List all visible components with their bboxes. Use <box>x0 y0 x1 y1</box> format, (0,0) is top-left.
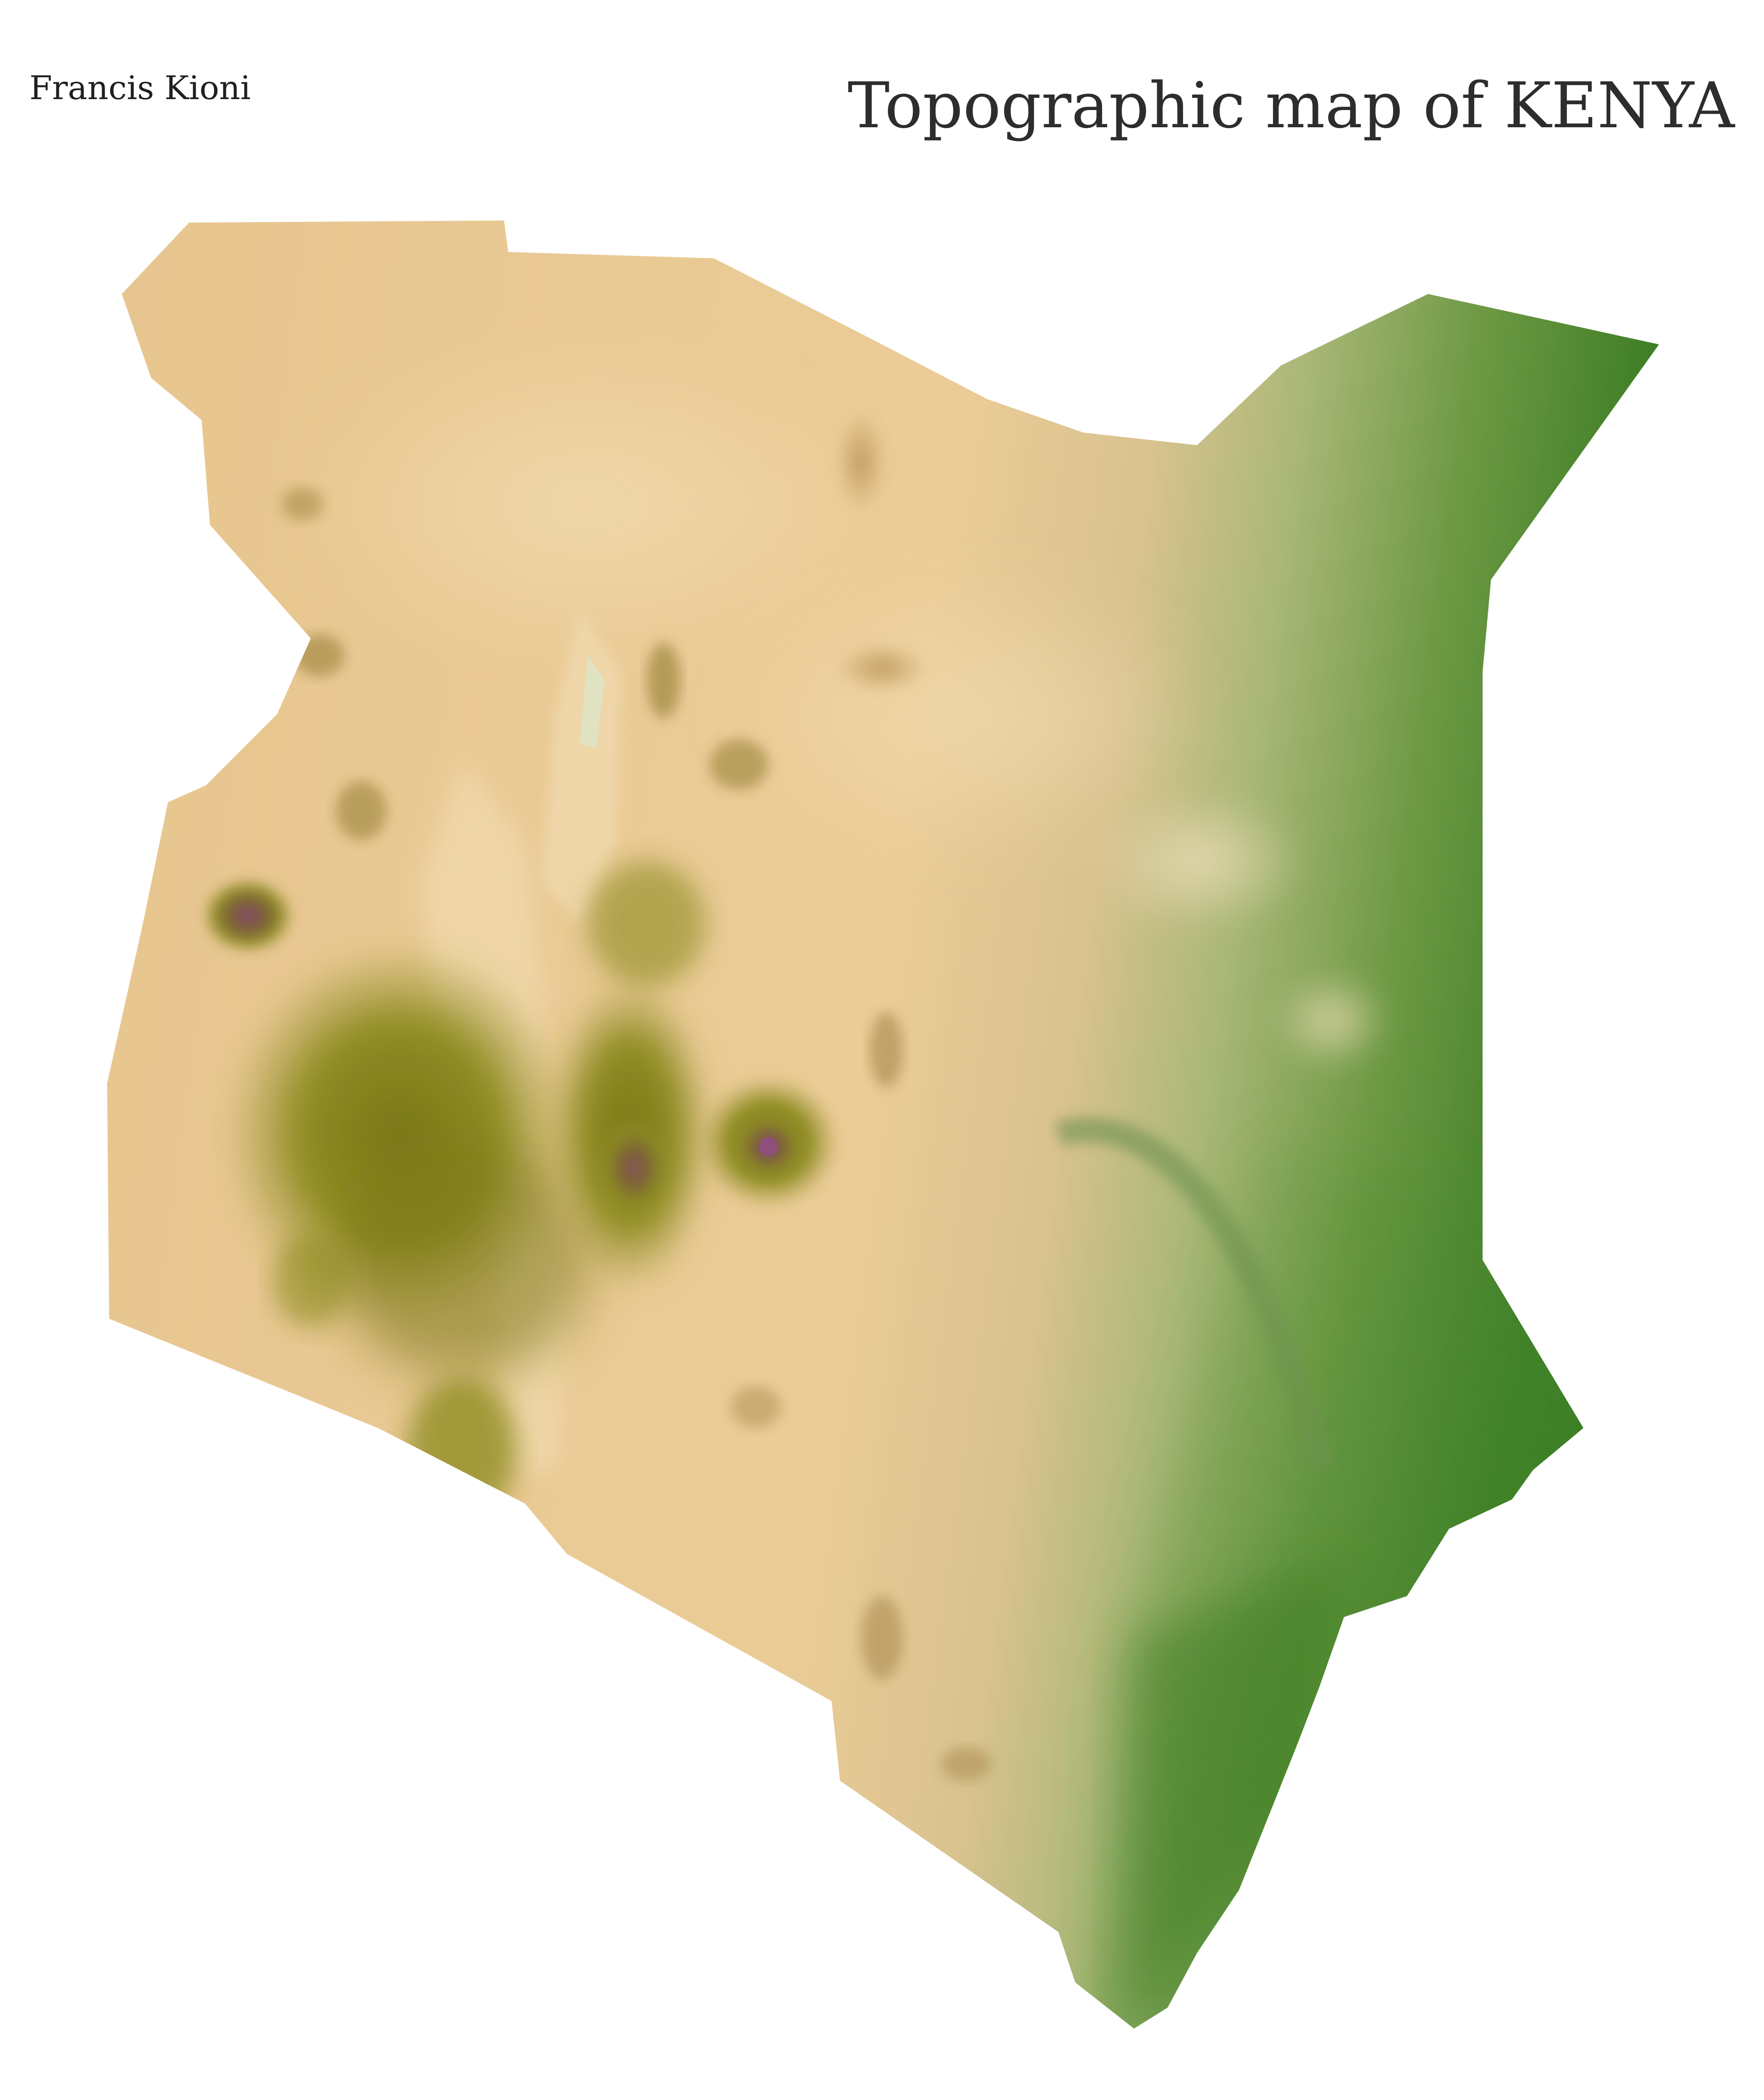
kenya-landmass <box>107 220 1659 2029</box>
map-title: Topographic map of KENYA <box>848 69 1735 142</box>
author-name: Francis Kioni <box>29 69 251 107</box>
